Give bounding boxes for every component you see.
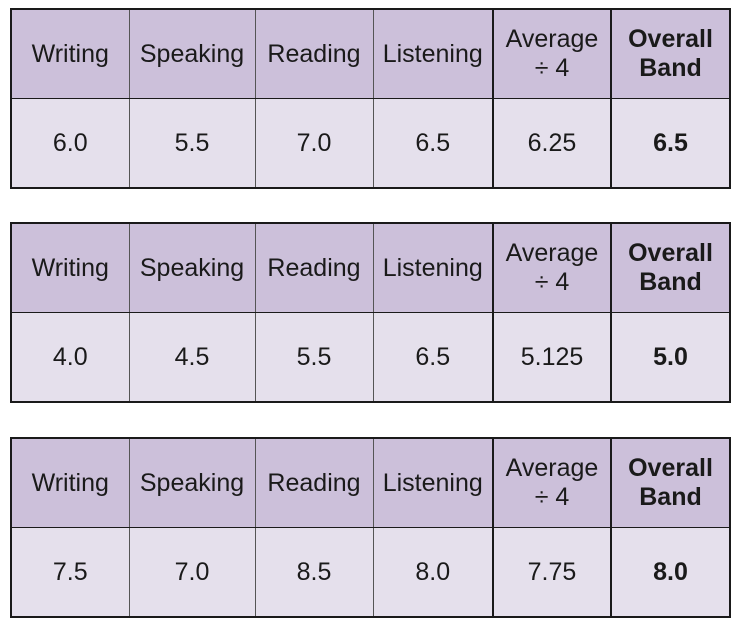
value-writing: 6.0 (10, 98, 130, 189)
value-average: 7.75 (492, 527, 612, 618)
value-row: 6.0 5.5 7.0 6.5 6.25 6.5 (10, 98, 731, 189)
header-overall: Overall Band (610, 437, 731, 528)
header-average: Average ÷ 4 (492, 437, 612, 528)
header-average: Average ÷ 4 (492, 222, 612, 313)
value-average: 6.25 (492, 98, 612, 189)
header-average-line2: ÷ 4 (534, 54, 570, 82)
header-reading: Reading (254, 437, 374, 528)
header-writing: Writing (10, 437, 130, 528)
value-speaking: 4.5 (128, 312, 256, 403)
value-overall: 8.0 (610, 527, 731, 618)
value-listening: 6.5 (372, 98, 494, 189)
score-table-1: Writing Speaking Reading Listening Average ÷ … (10, 8, 731, 189)
header-overall-line1: Overall (628, 25, 713, 53)
header-reading: Reading (254, 8, 374, 99)
value-speaking: 7.0 (128, 527, 256, 618)
value-overall: 5.0 (610, 312, 731, 403)
header-writing: Writing (10, 8, 130, 99)
header-speaking: Speaking (128, 222, 256, 313)
header-average-line1: Average (505, 239, 599, 267)
header-overall: Overall Band (610, 8, 731, 99)
header-overall-line2: Band (639, 268, 702, 296)
value-writing: 7.5 (10, 527, 130, 618)
header-row: Writing Speaking Reading Listening Average ÷ … (10, 437, 731, 528)
header-speaking: Speaking (128, 437, 256, 528)
header-overall-line2: Band (639, 54, 702, 82)
header-average-line1: Average (505, 454, 599, 482)
header-row: Writing Speaking Reading Listening Average ÷ … (10, 8, 731, 99)
header-average-line1: Average (505, 25, 599, 53)
value-row: 7.5 7.0 8.5 8.0 7.75 8.0 (10, 527, 731, 618)
header-writing: Writing (10, 222, 130, 313)
score-table-3: Writing Speaking Reading Listening Average ÷ … (10, 437, 731, 618)
value-average: 5.125 (492, 312, 612, 403)
value-reading: 7.0 (254, 98, 374, 189)
header-row: Writing Speaking Reading Listening Average ÷ … (10, 222, 731, 313)
header-listening: Listening (372, 222, 494, 313)
header-reading: Reading (254, 222, 374, 313)
value-row: 4.0 4.5 5.5 6.5 5.125 5.0 (10, 312, 731, 403)
header-overall: Overall Band (610, 222, 731, 313)
value-overall: 6.5 (610, 98, 731, 189)
value-writing: 4.0 (10, 312, 130, 403)
header-listening: Listening (372, 8, 494, 99)
header-overall-line2: Band (639, 483, 702, 511)
score-table-2: Writing Speaking Reading Listening Average ÷ … (10, 222, 731, 403)
header-average: Average ÷ 4 (492, 8, 612, 99)
value-listening: 8.0 (372, 527, 494, 618)
header-speaking: Speaking (128, 8, 256, 99)
header-overall-line1: Overall (628, 454, 713, 482)
header-overall-line1: Overall (628, 239, 713, 267)
value-reading: 5.5 (254, 312, 374, 403)
header-average-line2: ÷ 4 (534, 483, 570, 511)
value-speaking: 5.5 (128, 98, 256, 189)
header-listening: Listening (372, 437, 494, 528)
value-reading: 8.5 (254, 527, 374, 618)
header-average-line2: ÷ 4 (534, 268, 570, 296)
value-listening: 6.5 (372, 312, 494, 403)
